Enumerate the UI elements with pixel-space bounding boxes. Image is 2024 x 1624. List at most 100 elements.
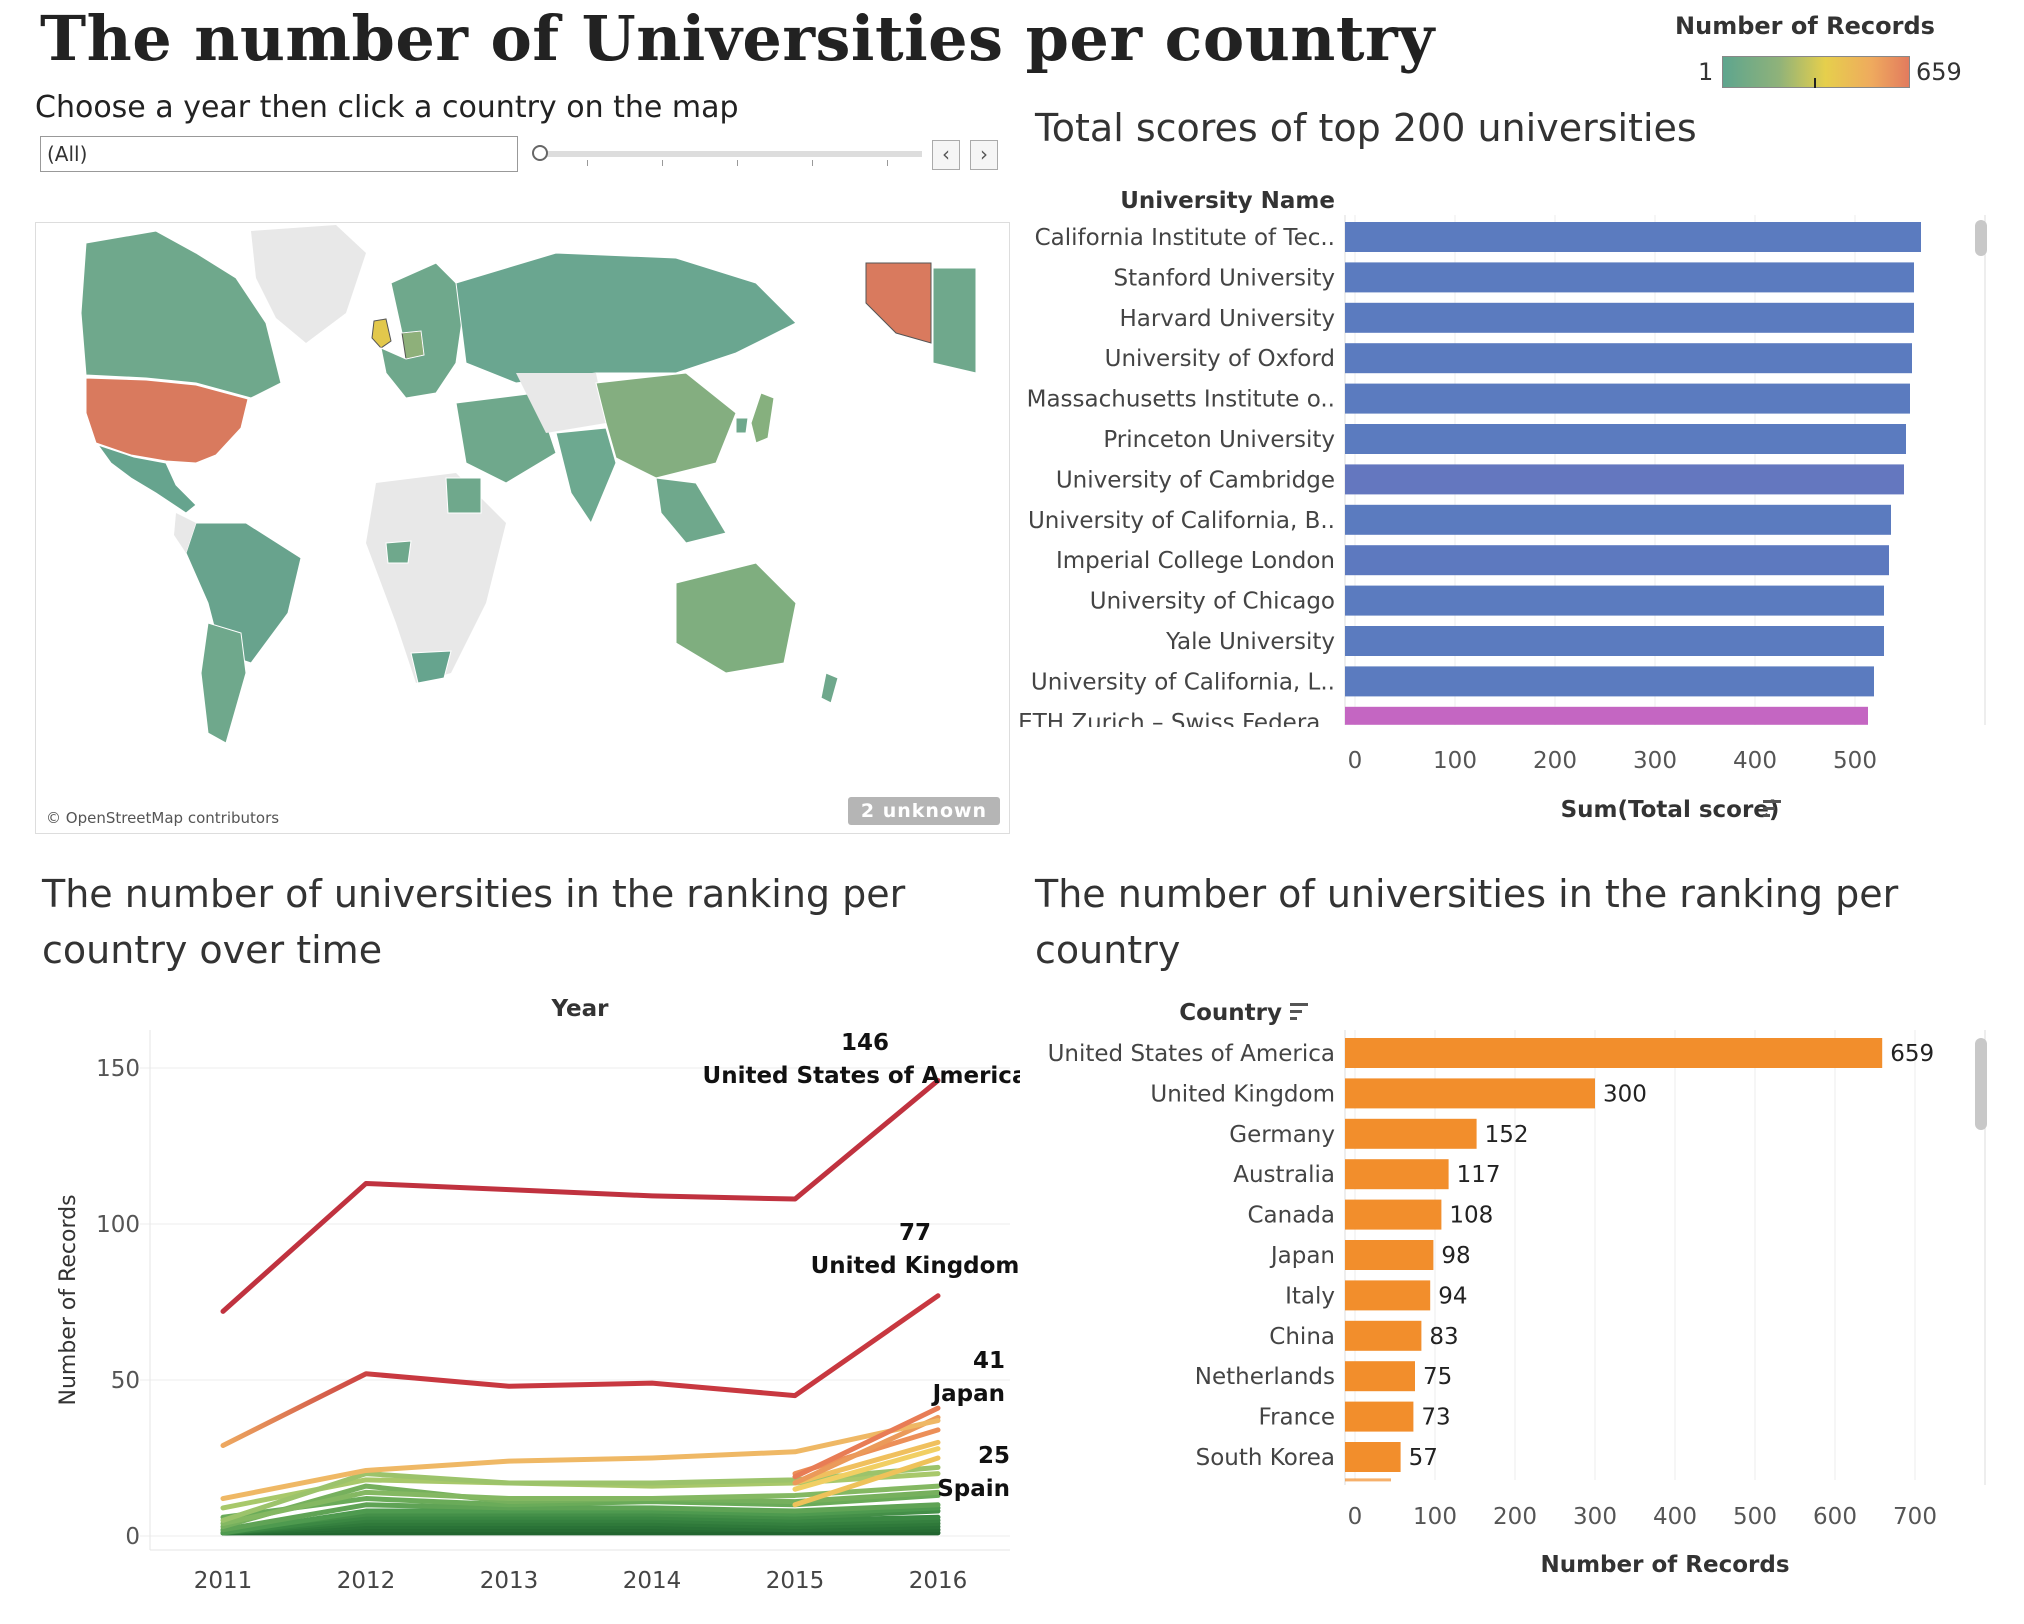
- series-line[interactable]: [792, 1414, 941, 1486]
- series-line[interactable]: [792, 1439, 941, 1486]
- map-country-new-zealand[interactable]: [820, 672, 839, 704]
- series-line[interactable]: [220, 1524, 941, 1536]
- series-line[interactable]: [220, 1517, 941, 1536]
- country-bar[interactable]: [1345, 1159, 1449, 1190]
- series-line[interactable]: [220, 1492, 941, 1520]
- university-bar[interactable]: [1345, 262, 1914, 293]
- map-country-india[interactable]: [555, 427, 617, 525]
- country-label[interactable]: South Korea: [1196, 1445, 1335, 1471]
- series-line[interactable]: [220, 1514, 941, 1536]
- country-bar[interactable]: [1345, 1199, 1442, 1230]
- map-country-usa-alaska[interactable]: [865, 262, 932, 344]
- map-region-southeast-asia[interactable]: [655, 477, 727, 544]
- university-bar[interactable]: [1345, 585, 1884, 616]
- map-country-australia[interactable]: [675, 562, 797, 674]
- university-label[interactable]: Yale University: [1165, 629, 1335, 655]
- university-label[interactable]: Princeton University: [1103, 427, 1335, 453]
- university-label[interactable]: University of Chicago: [1090, 589, 1335, 615]
- world-map[interactable]: © OpenStreetMap contributors 2 unknown: [35, 222, 1010, 834]
- country-label[interactable]: Netherlands: [1195, 1364, 1335, 1390]
- unknown-locations-badge[interactable]: 2 unknown: [848, 797, 1000, 825]
- country-bar[interactable]: [1345, 1401, 1414, 1432]
- country-label[interactable]: Italy: [1285, 1283, 1335, 1309]
- country-bar[interactable]: [1345, 1361, 1415, 1392]
- series-line[interactable]: [220, 1293, 941, 1449]
- country-label[interactable]: Japan: [1269, 1243, 1335, 1269]
- map-region-europe[interactable]: [380, 262, 467, 399]
- country-bar[interactable]: [1345, 1078, 1595, 1109]
- map-region-middle-east[interactable]: [455, 392, 557, 484]
- university-bar[interactable]: [1345, 545, 1889, 576]
- university-bar[interactable]: [1345, 343, 1912, 374]
- country-label[interactable]: Canada: [1247, 1203, 1335, 1229]
- top200-bar-chart[interactable]: University Name California Institute of T…: [1020, 180, 2010, 830]
- country-label[interactable]: United States of America: [1048, 1041, 1335, 1067]
- country-label[interactable]: United Kingdom: [1150, 1081, 1335, 1107]
- previous-year-button[interactable]: ‹: [932, 140, 960, 170]
- map-country-uk[interactable]: [371, 318, 392, 349]
- series-line[interactable]: [792, 1455, 941, 1508]
- country-label[interactable]: China: [1269, 1324, 1335, 1350]
- scrollbar-thumb[interactable]: [1975, 1038, 1987, 1130]
- country-bar[interactable]: [1345, 1118, 1477, 1149]
- series-line[interactable]: [220, 1521, 941, 1536]
- university-label[interactable]: Massachusetts Institute o..: [1027, 387, 1335, 413]
- country-time-line-chart[interactable]: Year 0 50 100 150 Number of Records 2011 2012 20…: [40, 990, 1020, 1610]
- country-label[interactable]: France: [1259, 1405, 1335, 1431]
- university-label[interactable]: University of Cambridge: [1056, 467, 1335, 493]
- university-bar[interactable]: [1345, 626, 1884, 656]
- country-label[interactable]: Australia: [1233, 1162, 1335, 1188]
- map-country-south-korea[interactable]: [735, 417, 749, 434]
- country-bar[interactable]: [1345, 1240, 1434, 1270]
- map-country-south-africa[interactable]: [410, 650, 452, 684]
- country-bar[interactable]: [1345, 1038, 1883, 1068]
- next-year-button[interactable]: ›: [970, 140, 998, 170]
- series-line[interactable]: [220, 1502, 941, 1533]
- university-bar[interactable]: [1345, 302, 1914, 333]
- university-label[interactable]: Stanford University: [1114, 265, 1335, 291]
- map-country-brazil[interactable]: [185, 522, 302, 664]
- year-slider-track[interactable]: [542, 151, 922, 157]
- map-country-russia[interactable]: [455, 252, 797, 384]
- map-country-argentina-chile[interactable]: [200, 622, 247, 744]
- university-label[interactable]: University of Oxford: [1105, 346, 1335, 372]
- university-bar[interactable]: [1345, 424, 1906, 454]
- country-label[interactable]: Germany: [1229, 1122, 1335, 1148]
- series-line[interactable]: [220, 1077, 941, 1314]
- university-label[interactable]: Imperial College London: [1056, 548, 1335, 574]
- series-line[interactable]: [220, 1418, 941, 1502]
- map-country-greenland[interactable]: [251, 225, 366, 343]
- sort-icon[interactable]: [1290, 1003, 1308, 1020]
- map-country-canada[interactable]: [80, 230, 282, 399]
- series-line[interactable]: [220, 1505, 941, 1536]
- university-label[interactable]: University of California, B..: [1028, 508, 1335, 534]
- country-bar-chart[interactable]: Country United States of America 659 United…: [1020, 990, 2010, 1610]
- map-country-usa[interactable]: [85, 377, 249, 464]
- sort-icon[interactable]: [1763, 800, 1781, 817]
- country-bar[interactable]: [1345, 1280, 1431, 1311]
- university-bar[interactable]: [1345, 504, 1891, 535]
- scrollbar-thumb[interactable]: [1975, 220, 1987, 256]
- series-line[interactable]: [220, 1483, 941, 1527]
- university-label[interactable]: California Institute of Tec..: [1035, 225, 1335, 251]
- map-country-egypt[interactable]: [445, 477, 482, 514]
- year-slider-handle[interactable]: [532, 145, 548, 161]
- map-country-mexico[interactable]: [96, 444, 197, 514]
- university-bar[interactable]: [1345, 464, 1904, 495]
- map-country-japan[interactable]: [750, 392, 775, 444]
- map-country-canada-east[interactable]: [932, 267, 977, 374]
- university-bar[interactable]: [1345, 666, 1874, 697]
- year-filter-input[interactable]: (All): [40, 136, 518, 172]
- country-bar[interactable]: [1345, 1442, 1401, 1472]
- country-bar[interactable]: [1345, 1320, 1422, 1351]
- series-line[interactable]: [792, 1446, 941, 1492]
- university-label[interactable]: Harvard University: [1119, 306, 1335, 332]
- map-country-china[interactable]: [595, 372, 737, 479]
- map-country-germany[interactable]: [401, 330, 425, 360]
- series-line[interactable]: [792, 1405, 941, 1480]
- university-bar[interactable]: [1345, 222, 1921, 252]
- university-bar[interactable]: [1345, 383, 1910, 414]
- university-bar[interactable]: [1345, 706, 1868, 725]
- university-label[interactable]: University of California, L..: [1031, 669, 1335, 695]
- map-country-nigeria[interactable]: [385, 540, 412, 564]
